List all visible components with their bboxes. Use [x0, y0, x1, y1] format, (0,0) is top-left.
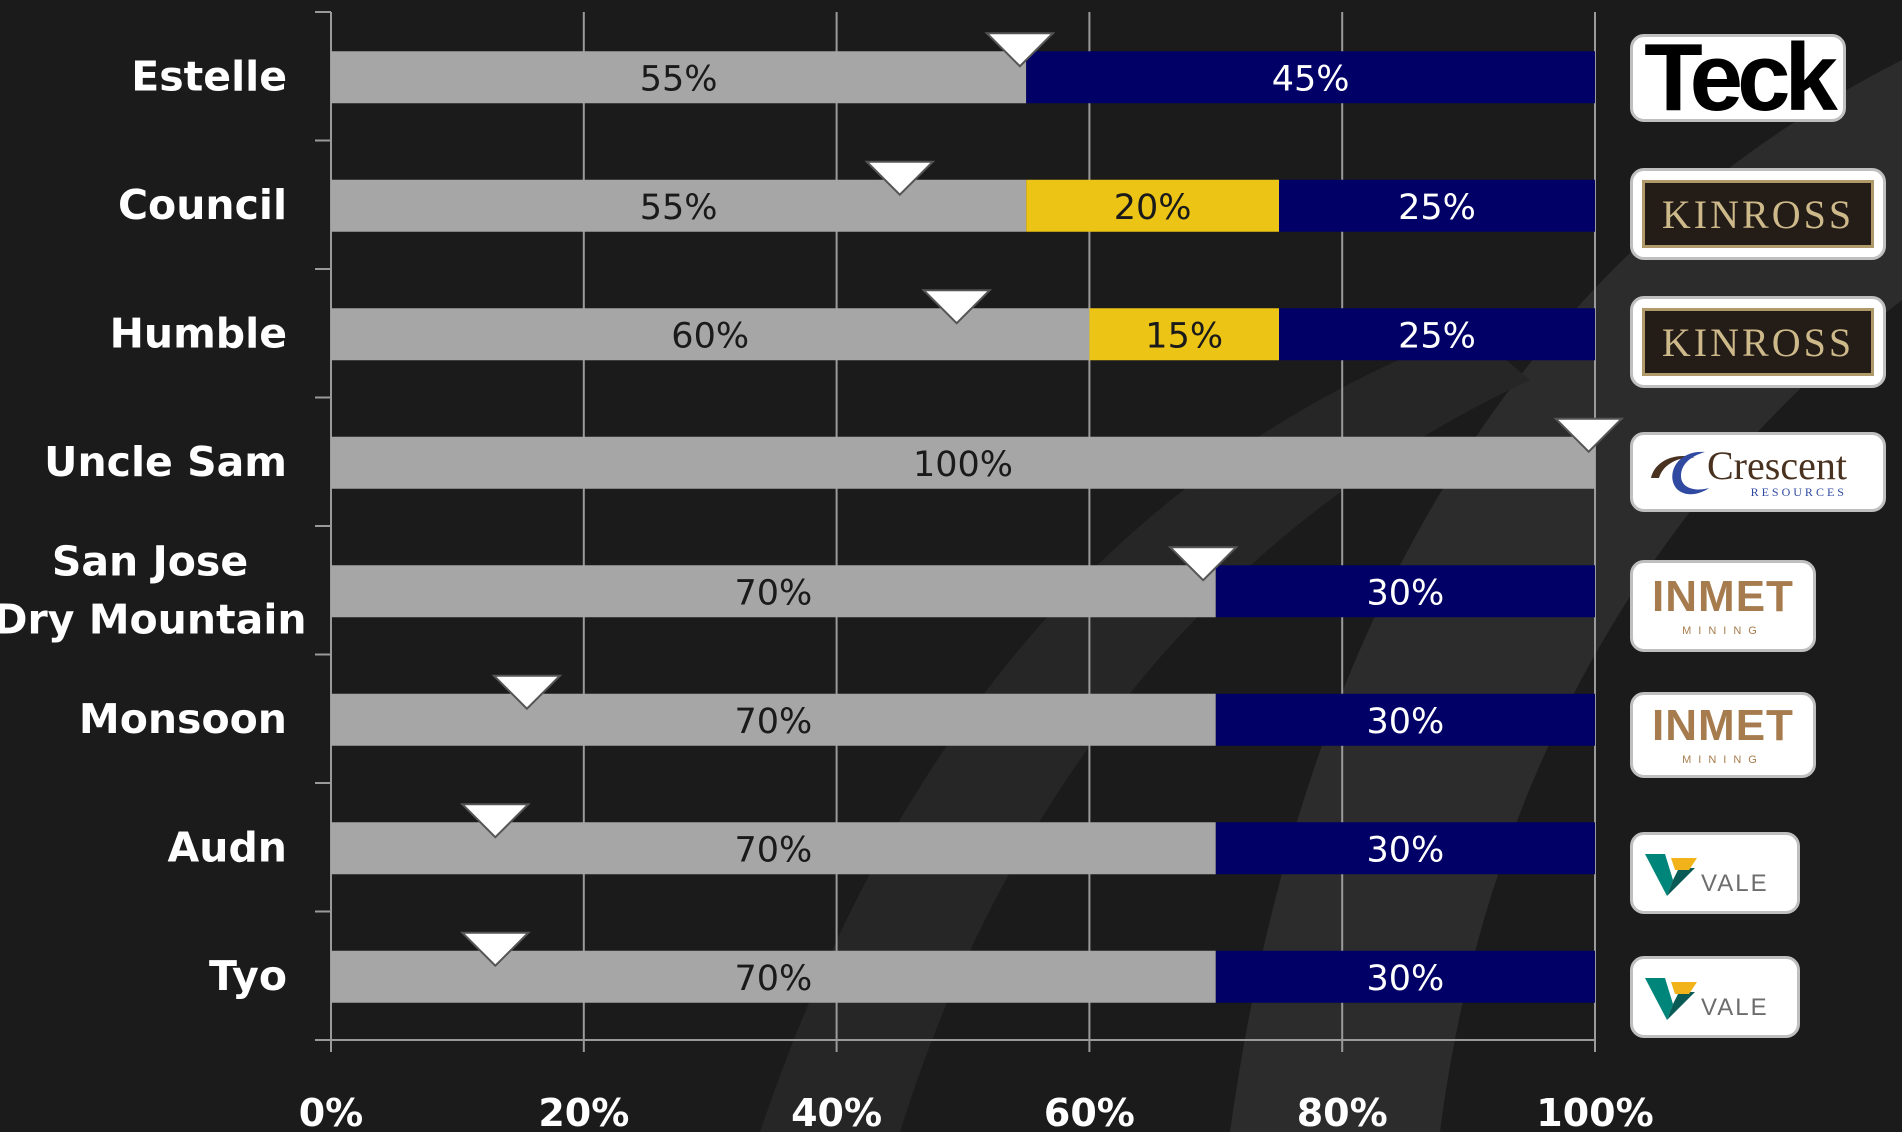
bar-segment: [1279, 308, 1595, 361]
category-label: Humble: [110, 309, 287, 357]
bar-segment: [331, 693, 1216, 746]
bar-segment: [1026, 51, 1595, 104]
segment-label: 30%: [1367, 959, 1445, 999]
x-tick-label: 60%: [1044, 1091, 1135, 1132]
segment-label: 25%: [1398, 188, 1476, 228]
bar-segment: [1215, 565, 1595, 618]
kinross-logo: KINROSS: [1630, 296, 1886, 388]
bar-segment: [1215, 950, 1595, 1003]
segment-label: 70%: [735, 702, 813, 742]
crescent-mark-icon: [1651, 451, 1709, 495]
bar-segment: [1089, 308, 1279, 361]
category-label: Council: [118, 181, 287, 229]
segment-label: 70%: [735, 573, 813, 613]
x-tick-label: 80%: [1297, 1091, 1388, 1132]
category-label: Monsoon: [79, 695, 287, 743]
segment-label: 30%: [1367, 702, 1445, 742]
inmet-logo: INMET MINING: [1630, 692, 1816, 778]
bar-segment: [1215, 822, 1595, 875]
segment-label: 30%: [1367, 830, 1445, 870]
x-tick-label: 100%: [1536, 1091, 1653, 1132]
segment-label: 70%: [735, 830, 813, 870]
bar-segment: [1279, 179, 1595, 232]
segment-label: 70%: [735, 959, 813, 999]
marker-triangle: [459, 931, 531, 968]
bar-segment: [331, 436, 1595, 489]
x-tick-label: 20%: [538, 1091, 629, 1132]
inmet-logo: INMET MINING: [1630, 560, 1816, 652]
bar-segment: [331, 565, 1216, 618]
teck-logo: Teck: [1630, 34, 1846, 122]
bar-segment: [331, 51, 1027, 104]
bar-segment: [331, 179, 1027, 232]
bar-segment: [1215, 693, 1595, 746]
vale-logo: VALE: [1630, 956, 1800, 1038]
category-label: Estelle: [131, 52, 287, 100]
bar-segment: [331, 822, 1216, 875]
segment-label: 25%: [1398, 316, 1476, 356]
background-swoosh: [760, 330, 1530, 1132]
marker-triangle: [864, 160, 936, 197]
bar-segment: [331, 950, 1216, 1003]
category-label: Audn: [168, 823, 287, 871]
segment-label: 55%: [640, 188, 718, 228]
marker-triangle: [984, 32, 1056, 68]
segment-label: 60%: [671, 316, 749, 356]
marker-triangle: [921, 289, 993, 325]
segment-label: 20%: [1114, 188, 1192, 228]
crescent-logo: Crescent RESOURCES: [1630, 432, 1886, 512]
category-label: Tyo: [209, 952, 287, 1000]
vale-logo: VALE: [1630, 832, 1800, 914]
category-label: Uncle Sam: [44, 438, 287, 486]
x-tick-label: 40%: [791, 1091, 882, 1132]
vale-v-icon: [1645, 978, 1697, 1020]
bar-segment: [1026, 179, 1279, 232]
category-label: San Jose: [52, 537, 248, 585]
category-label: Dry Mountain: [0, 595, 307, 643]
segment-label: 55%: [640, 59, 718, 99]
marker-triangle: [491, 674, 563, 711]
x-tick-label: 0%: [299, 1091, 364, 1132]
segment-label: 30%: [1367, 573, 1445, 613]
marker-triangle: [1553, 417, 1625, 454]
marker-triangle: [459, 803, 531, 839]
kinross-logo: KINROSS: [1630, 168, 1886, 260]
segment-label: 45%: [1272, 59, 1350, 99]
vale-v-icon: [1645, 854, 1697, 896]
segment-label: 100%: [913, 445, 1013, 485]
marker-triangle: [1167, 546, 1239, 582]
segment-label: 15%: [1145, 316, 1223, 356]
